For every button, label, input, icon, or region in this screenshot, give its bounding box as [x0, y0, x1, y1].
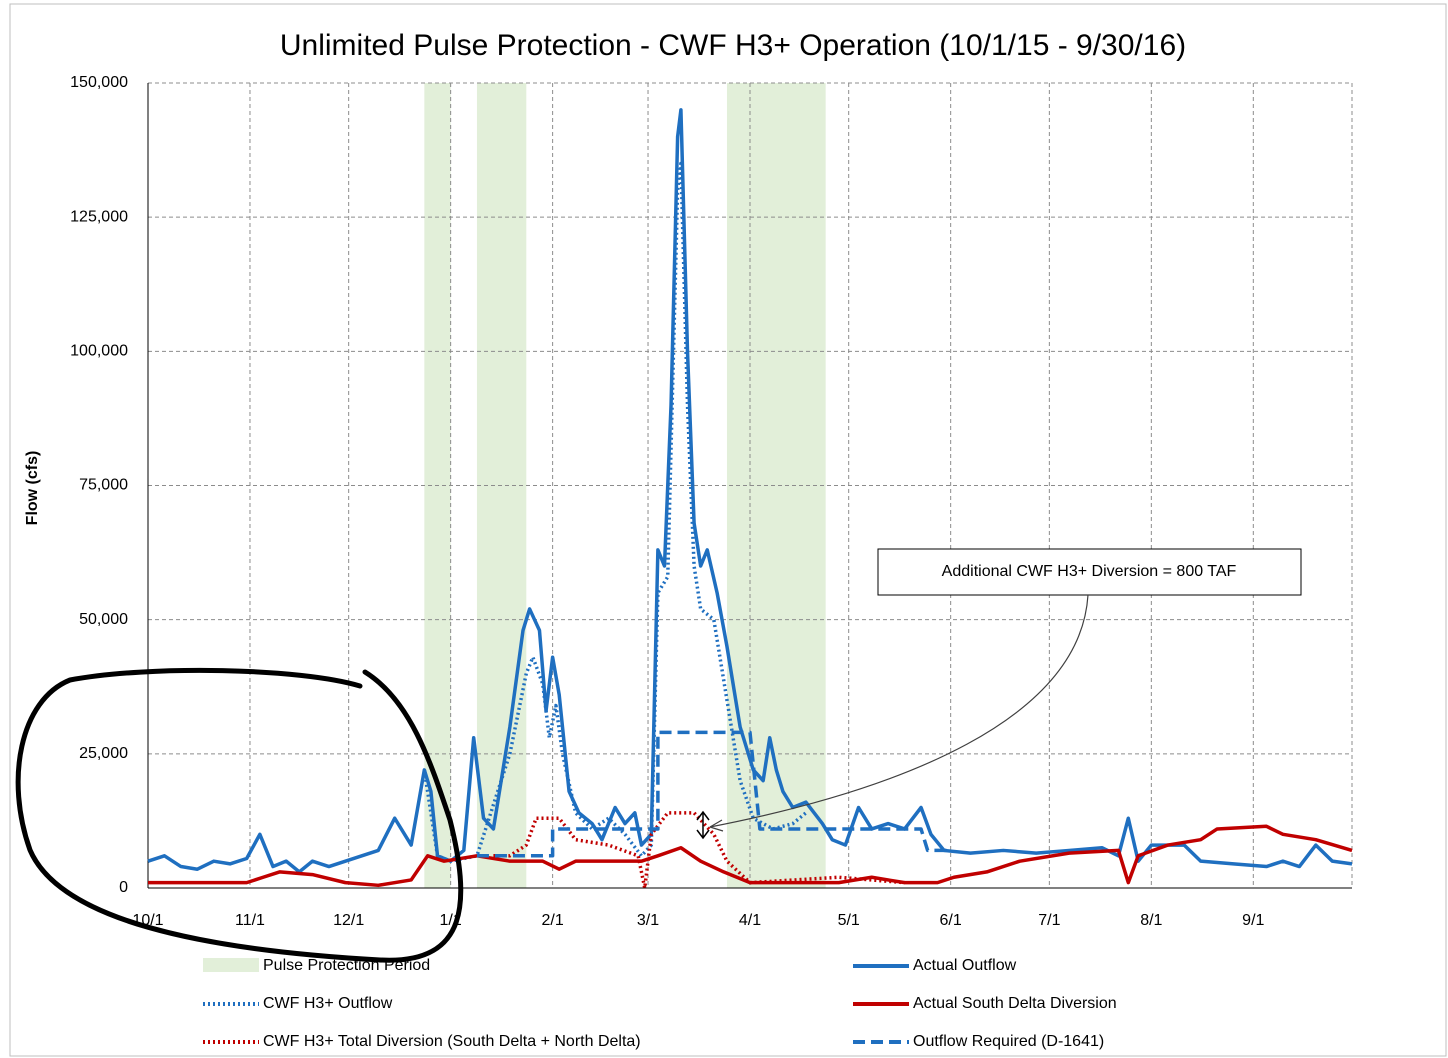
y-tick-label: 100,000 [70, 343, 128, 360]
series-line [147, 108, 1353, 874]
arrow-head [709, 819, 724, 832]
legend-label: CWF H3+ Outflow [263, 995, 393, 1012]
x-tick-label: 2/1 [541, 912, 563, 929]
x-tick-label: 9/1 [1242, 912, 1264, 929]
plot-area: 0 25,000 50,000 75,000 100,000 125,000 150,000… [70, 74, 1353, 929]
legend: Pulse Protection Period Actual Outflow CWF… [203, 957, 1117, 1050]
y-axis-title: Flow (cfs) [24, 451, 41, 526]
x-tick-label: 4/1 [739, 912, 761, 929]
y-tick-label: 150,000 [70, 74, 128, 91]
y-tick-label: 0 [119, 879, 128, 896]
y-tick-label: 75,000 [79, 477, 128, 494]
annotation-box [877, 548, 1302, 596]
y-tick-label: 125,000 [70, 208, 128, 225]
x-tick-label: 8/1 [1140, 912, 1162, 929]
legend-swatch [203, 958, 259, 972]
legend-label: Actual South Delta Diversion [913, 995, 1117, 1012]
x-tick-label: 3/1 [637, 912, 659, 929]
legend-label: Actual Outflow [913, 957, 1017, 974]
series-line [476, 730, 951, 858]
annotation-arrow [709, 594, 1089, 828]
y-tick-label: 25,000 [79, 745, 128, 762]
series-line [422, 161, 808, 863]
y-tick-label: 50,000 [79, 611, 128, 628]
x-tick-label: 7/1 [1038, 912, 1060, 929]
series-line [493, 811, 905, 890]
chart-title: Unlimited Pulse Protection - CWF H3+ Ope… [280, 29, 1186, 62]
x-tick-label: 11/1 [235, 912, 265, 929]
double-arrow [696, 810, 710, 840]
chart-border [9, 3, 1447, 1057]
x-tick-label: 12/1 [333, 912, 364, 929]
legend-label: Pulse Protection Period [263, 957, 430, 974]
hand-drawn-circle [15, 667, 464, 963]
x-tick-label: 5/1 [838, 912, 860, 929]
x-tick-label: 6/1 [940, 912, 962, 929]
annotation: Additional CWF H3+ Diversion = 800 TAF [942, 563, 1237, 580]
legend-label: Outflow Required (D-1641) [913, 1033, 1104, 1050]
legend-label: CWF H3+ Total Diversion (South Delta + N… [263, 1033, 641, 1050]
series-line [148, 824, 1353, 888]
